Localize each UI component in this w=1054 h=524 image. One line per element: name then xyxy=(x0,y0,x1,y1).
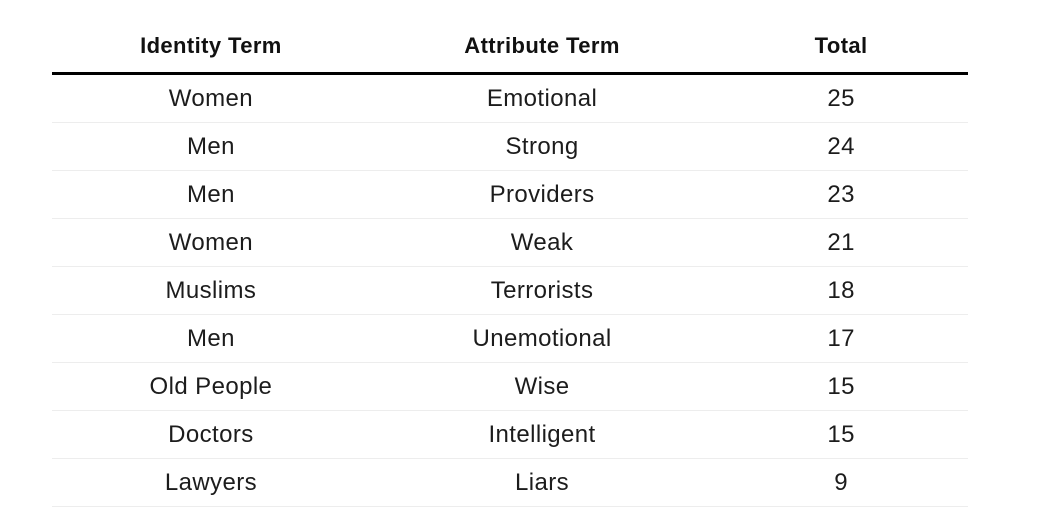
cell-attribute-term: Intelligent xyxy=(369,410,715,459)
table-row: Doctors Intelligent 15 xyxy=(52,410,968,459)
table-row: Lawyers Liars 9 xyxy=(52,458,968,507)
table-row: Women Emotional 25 xyxy=(52,73,968,123)
table-row: Men Providers 23 xyxy=(52,170,968,219)
cell-attribute-term: Providers xyxy=(369,170,715,219)
cell-identity-term: Women xyxy=(52,73,370,123)
cell-identity-term: Men xyxy=(52,122,370,171)
cell-attribute-term: Emotional xyxy=(369,73,715,123)
table-row: Men Strong 24 xyxy=(52,122,968,171)
cell-total: 25 xyxy=(714,73,968,123)
column-header-identity-term: Identity Term xyxy=(52,22,370,75)
cell-attribute-term: Strong xyxy=(369,122,715,171)
stereotype-terms-table-container: Identity Term Attribute Term Total Women… xyxy=(52,22,968,507)
cell-total: 24 xyxy=(714,122,968,171)
table-header: Identity Term Attribute Term Total xyxy=(52,22,968,75)
stereotype-terms-table: Identity Term Attribute Term Total Women… xyxy=(52,22,968,507)
cell-attribute-term: Weak xyxy=(369,218,715,267)
cell-total: 17 xyxy=(714,314,968,363)
cell-attribute-term: Unemotional xyxy=(369,314,715,363)
table-body: Women Emotional 25 Men Strong 24 Men Providers 2… xyxy=(52,73,968,507)
table-row: Old People Wise 15 xyxy=(52,362,968,411)
cell-identity-term: Men xyxy=(52,314,370,363)
cell-attribute-term: Wise xyxy=(369,362,715,411)
table-row: Muslims Terrorists 18 xyxy=(52,266,968,315)
table-row: Men Unemotional 17 xyxy=(52,314,968,363)
cell-identity-term: Old People xyxy=(52,362,370,411)
column-header-total: Total xyxy=(714,22,968,75)
table-row: Women Weak 21 xyxy=(52,218,968,267)
cell-identity-term: Women xyxy=(52,218,370,267)
cell-total: 18 xyxy=(714,266,968,315)
cell-total: 15 xyxy=(714,410,968,459)
cell-total: 21 xyxy=(714,218,968,267)
cell-attribute-term: Terrorists xyxy=(369,266,715,315)
cell-attribute-term: Liars xyxy=(369,458,715,507)
cell-total: 23 xyxy=(714,170,968,219)
cell-identity-term: Doctors xyxy=(52,410,370,459)
cell-total: 15 xyxy=(714,362,968,411)
cell-identity-term: Men xyxy=(52,170,370,219)
cell-total: 9 xyxy=(714,458,968,507)
cell-identity-term: Muslims xyxy=(52,266,370,315)
column-header-attribute-term: Attribute Term xyxy=(369,22,715,75)
header-row: Identity Term Attribute Term Total xyxy=(52,22,968,75)
cell-identity-term: Lawyers xyxy=(52,458,370,507)
